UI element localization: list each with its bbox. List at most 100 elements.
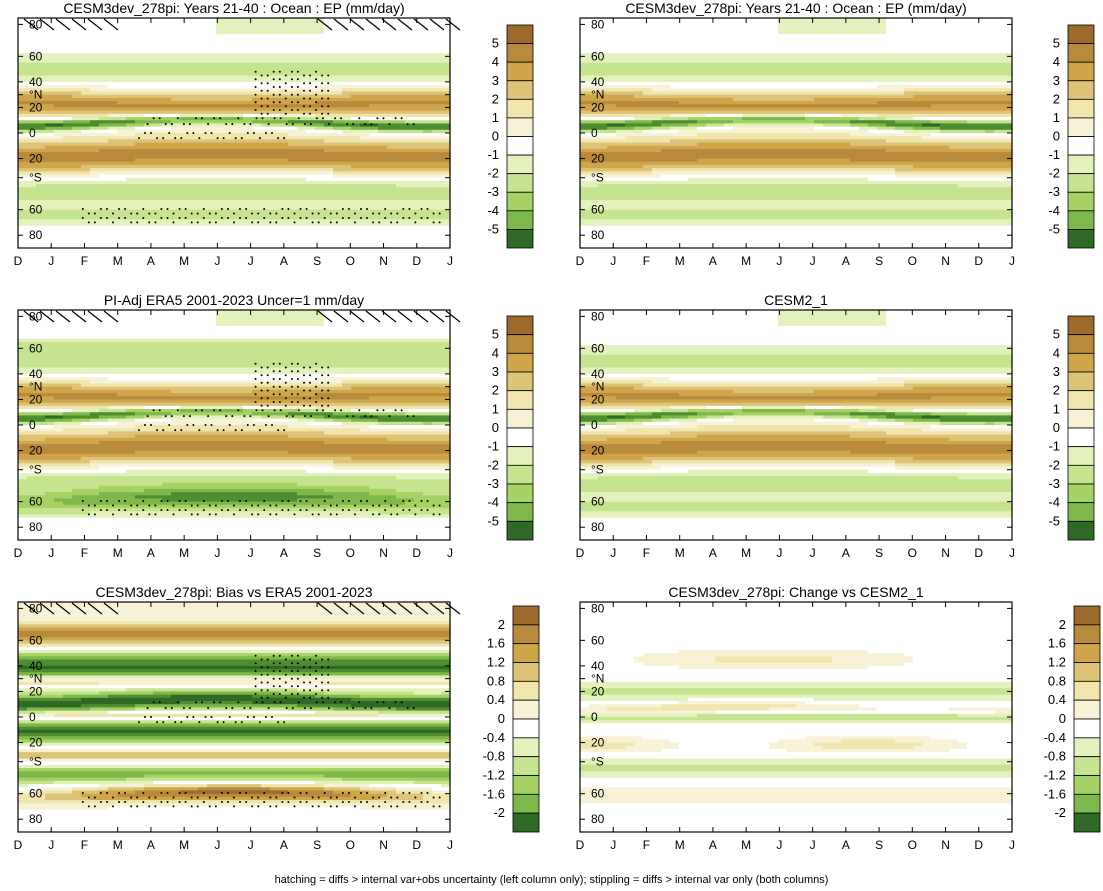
heatmap-cell — [90, 168, 100, 172]
heatmap-cell — [207, 62, 217, 67]
heatmap-cell — [243, 123, 253, 128]
heatmap-cell — [216, 88, 226, 93]
heatmap-cell — [90, 43, 100, 48]
stipple-dot — [311, 221, 314, 224]
heatmap-cell — [180, 161, 190, 166]
heatmap-cell — [234, 18, 244, 22]
heatmap-cell — [153, 168, 163, 172]
heatmap-cell — [108, 196, 118, 201]
heatmap-cell — [252, 33, 262, 38]
heatmap-cell — [135, 148, 145, 153]
heatmap-cell — [225, 219, 235, 224]
heatmap-cell — [36, 193, 46, 198]
heatmap-cell — [45, 59, 55, 64]
heatmap-cell — [189, 184, 199, 188]
stipple-dot — [239, 217, 241, 219]
heatmap-cell — [45, 244, 55, 249]
stipple-dot — [233, 221, 235, 224]
heatmap-cell — [18, 43, 28, 48]
heatmap-cell — [126, 235, 136, 240]
heatmap-cell — [180, 85, 190, 89]
heatmap-cell — [261, 53, 271, 57]
heatmap-cell — [216, 228, 226, 233]
stipple-dot — [358, 117, 361, 120]
heatmap-cell — [171, 161, 181, 166]
heatmap-cell — [225, 193, 235, 198]
heatmap-cell — [36, 65, 46, 70]
heatmap-cell — [162, 69, 172, 73]
heatmap-cell — [117, 171, 127, 176]
heatmap-cell — [54, 43, 64, 48]
heatmap-cell — [18, 244, 28, 249]
heatmap-cell — [261, 104, 271, 109]
heatmap-cell — [117, 232, 127, 236]
heatmap-cell — [207, 117, 217, 121]
heatmap-cell — [81, 97, 91, 102]
heatmap-cell — [261, 97, 271, 102]
heatmap-cell — [18, 21, 28, 25]
heatmap-cell — [54, 187, 64, 192]
stipple-dot — [321, 89, 324, 92]
heatmap-cell — [27, 196, 37, 201]
heatmap-cell — [45, 107, 55, 112]
heatmap-cell — [225, 101, 235, 105]
heatmap-cell — [225, 212, 235, 217]
heatmap-cell — [135, 69, 145, 73]
heatmap-cell — [144, 193, 154, 198]
heatmap-cell — [153, 177, 163, 182]
heatmap-cell — [216, 97, 226, 102]
heatmap-cell — [279, 49, 289, 54]
heatmap-cell — [45, 136, 55, 140]
stipple-dot — [296, 93, 299, 96]
heatmap-cell — [171, 37, 181, 41]
heatmap-cell — [243, 94, 253, 99]
stipple-dot — [272, 93, 275, 96]
heatmap-cell — [144, 59, 154, 64]
heatmap-cell — [81, 216, 91, 220]
heatmap-cell — [198, 129, 208, 134]
heatmap-cell — [243, 232, 253, 236]
heatmap-cell — [126, 117, 136, 121]
stipple-dot — [311, 212, 314, 215]
heatmap-cell — [270, 94, 280, 99]
heatmap-cell — [180, 113, 190, 118]
heatmap-cell — [216, 123, 226, 128]
heatmap-cell — [117, 148, 127, 153]
heatmap-cell — [180, 209, 190, 214]
stipple-dot — [341, 208, 344, 210]
heatmap-cell — [54, 168, 64, 172]
heatmap-cell — [207, 85, 217, 89]
heatmap-cell — [243, 241, 253, 246]
heatmap-cell — [270, 203, 280, 208]
heatmap-cell — [279, 69, 289, 73]
stipple-dot — [290, 70, 293, 73]
heatmap-cell — [189, 206, 199, 211]
heatmap-cell — [99, 40, 109, 45]
heatmap-cell — [261, 148, 271, 153]
heatmap-cell — [144, 200, 154, 204]
heatmap-cell — [261, 206, 271, 211]
heatmap-cell — [207, 104, 217, 109]
heatmap-cell — [162, 59, 172, 64]
stipple-dot — [106, 217, 108, 219]
heatmap-cell — [36, 110, 46, 115]
heatmap-cell — [234, 200, 244, 204]
heatmap-cell — [252, 107, 262, 112]
heatmap-cell — [225, 27, 235, 32]
heatmap-cell — [153, 200, 163, 204]
heatmap-cell — [270, 174, 280, 179]
heatmap-cell — [18, 232, 28, 236]
heatmap-cell — [252, 21, 262, 25]
heatmap-cell — [270, 190, 280, 195]
heatmap-cell — [198, 196, 208, 201]
heatmap-cell — [135, 72, 145, 77]
heatmap-cell — [252, 158, 262, 163]
x-tick-label: N — [379, 254, 388, 268]
heatmap-cell — [270, 85, 280, 89]
heatmap-cell — [171, 164, 181, 169]
stipple-dot — [290, 109, 293, 111]
heatmap-cell — [180, 56, 190, 61]
stipple-dot — [172, 221, 175, 224]
heatmap-cell — [216, 196, 226, 201]
heatmap-cell — [135, 21, 145, 25]
